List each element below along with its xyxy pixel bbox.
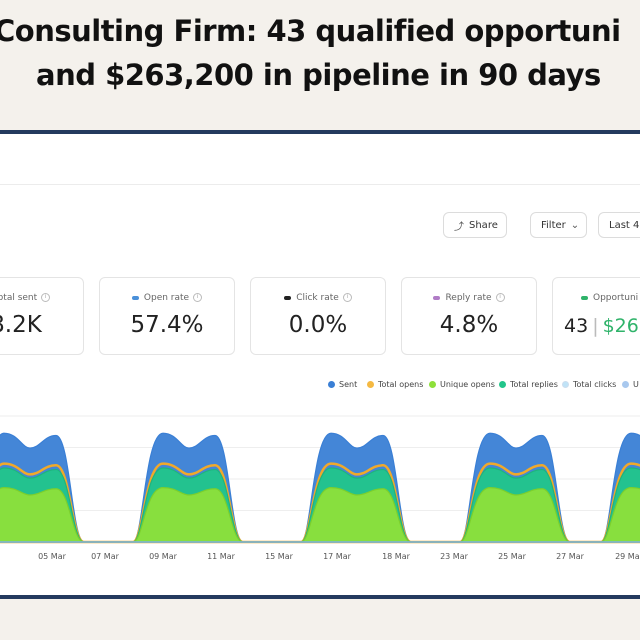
metric-card-click-rate: Click rate i 0.0% bbox=[250, 277, 386, 355]
metric-value: 43|$263 bbox=[564, 315, 640, 337]
legend-item-u[interactable]: U bbox=[622, 380, 639, 389]
area-chart bbox=[0, 415, 640, 544]
share-label: Share bbox=[469, 219, 498, 231]
filter-label: Filter bbox=[541, 219, 566, 231]
legend-dot bbox=[284, 295, 292, 300]
legend-dot bbox=[433, 295, 441, 300]
metric-value: 8.2K bbox=[0, 312, 42, 338]
area-series-unique-opens bbox=[0, 486, 640, 543]
info-icon[interactable]: i bbox=[342, 293, 352, 302]
area-series-total-opens bbox=[0, 462, 640, 544]
legend-item-total-opens[interactable]: Total opens bbox=[367, 380, 423, 389]
header-divider bbox=[0, 184, 640, 185]
info-icon[interactable]: i bbox=[495, 293, 505, 302]
legend-item-unique-opens[interactable]: Unique opens bbox=[429, 380, 495, 389]
x-tick-label: 17 Mar bbox=[323, 552, 351, 561]
legend-item-sent[interactable]: Sent bbox=[328, 380, 357, 389]
metric-card-reply-rate: Reply rate i 4.8% bbox=[401, 277, 537, 355]
date-range-label: Last 4 v bbox=[609, 219, 640, 231]
x-tick-label: 09 Mar bbox=[149, 552, 177, 561]
headline-line-1: Consulting Firm: 43 qualified opportuni bbox=[0, 14, 621, 48]
legend-item-total-clicks[interactable]: Total clicks bbox=[562, 380, 616, 389]
metric-value: 57.4% bbox=[130, 312, 204, 338]
chart-areas bbox=[0, 432, 640, 544]
legend-dot bbox=[581, 295, 588, 300]
date-range-select[interactable]: Last 4 v bbox=[598, 212, 640, 238]
x-tick-label: 15 Mar bbox=[265, 552, 293, 561]
info-icon[interactable]: i bbox=[41, 293, 51, 302]
x-tick-label: 05 Mar bbox=[38, 552, 66, 561]
metric-card-open-rate: Open rate i 57.4% bbox=[99, 277, 235, 355]
share-icon: ⤴ bbox=[454, 221, 464, 233]
top-divider-bar bbox=[0, 130, 640, 134]
chart-legend: Sent Total opens Unique opens Total repl… bbox=[326, 380, 640, 394]
headline: Consulting Firm: 43 qualified opportuni … bbox=[0, 0, 640, 128]
x-tick-label: 29 Mar bbox=[615, 552, 640, 561]
headline-line-2: and $263,200 in pipeline in 90 days bbox=[36, 58, 601, 92]
x-tick-label: 11 Mar bbox=[207, 552, 235, 561]
metric-value: 4.8% bbox=[439, 312, 499, 338]
info-icon[interactable]: i bbox=[193, 293, 203, 302]
x-tick-label: 23 Mar bbox=[440, 552, 468, 561]
share-button[interactable]: ⤴ Share bbox=[443, 212, 507, 238]
metric-value: 0.0% bbox=[288, 312, 348, 338]
x-tick-label: 18 Mar bbox=[382, 552, 410, 561]
filter-button[interactable]: Filter ⌄ bbox=[530, 212, 587, 238]
metric-card-opportunities: Opportuni 43|$263 bbox=[552, 277, 640, 355]
x-tick-label: 27 Mar bbox=[556, 552, 584, 561]
x-tick-label: 07 Mar bbox=[91, 552, 119, 561]
bottom-divider-bar bbox=[0, 595, 640, 599]
chevron-down-icon: ⌄ bbox=[570, 219, 580, 231]
legend-dot bbox=[131, 295, 139, 300]
legend-item-total-replies[interactable]: Total replies bbox=[499, 380, 558, 389]
x-tick-label: 25 Mar bbox=[498, 552, 526, 561]
